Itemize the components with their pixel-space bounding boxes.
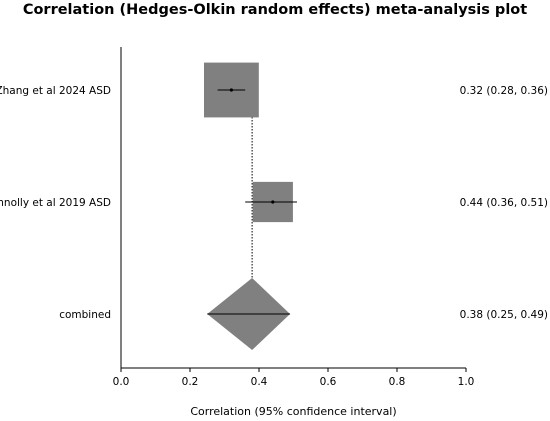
x-axis-label: Correlation (95% confidence interval) (190, 405, 397, 418)
study-ci-text: 0.32 (0.28, 0.36) (460, 85, 548, 97)
study-point (229, 88, 233, 92)
combined-label: combined (59, 309, 111, 321)
x-tick-label: 0.4 (251, 376, 268, 388)
x-tick-label: 0.0 (113, 376, 130, 388)
x-tick-label: 0.6 (320, 376, 337, 388)
x-tick-label: 1.0 (458, 376, 475, 388)
combined-ci-text: 0.38 (0.25, 0.49) (460, 309, 548, 321)
study-label: Connolly et al 2019 ASD (0, 197, 111, 209)
x-tick-label: 0.2 (182, 376, 199, 388)
x-tick-label: 0.8 (389, 376, 406, 388)
chart-title: Correlation (Hedges-Olkin random effects… (22, 2, 528, 18)
study-point (271, 200, 275, 204)
study-label: Zhang et al 2024 ASD (0, 85, 111, 97)
study-ci-text: 0.44 (0.36, 0.51) (460, 197, 548, 209)
